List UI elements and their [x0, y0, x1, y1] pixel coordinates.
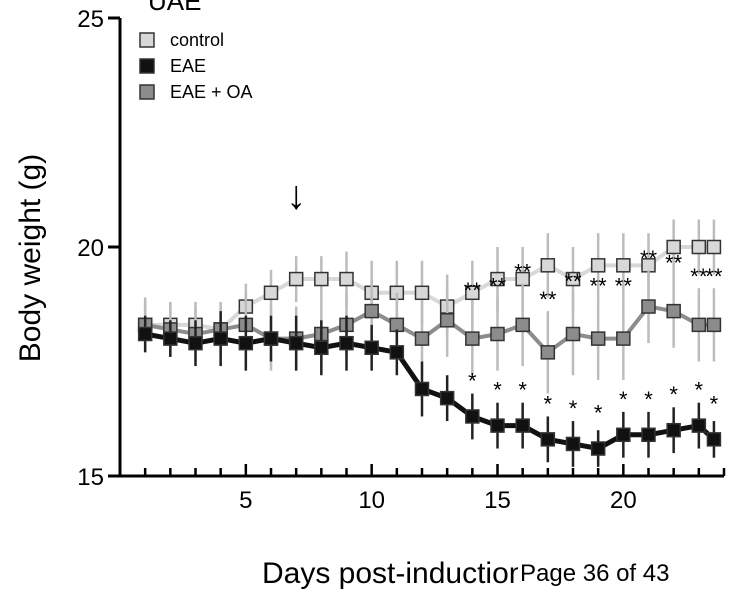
legend: control EAE EAE + OA	[140, 30, 253, 102]
legend-swatch	[140, 59, 154, 73]
data-point	[390, 318, 403, 331]
data-point	[617, 428, 630, 441]
significance-marker: **	[590, 273, 608, 298]
annotations: ↓	[286, 173, 306, 217]
data-point	[592, 332, 605, 345]
significance-marker: *	[710, 391, 719, 416]
data-point	[441, 392, 454, 405]
data-point	[466, 332, 479, 345]
data-point	[139, 328, 152, 341]
significance-marker: *	[695, 378, 704, 403]
data-point	[617, 259, 630, 272]
x-axis-label: Days post-induction	[262, 557, 525, 590]
significance-marker: *	[619, 387, 628, 412]
significance-marker: **	[539, 287, 557, 312]
legend-swatch	[140, 33, 154, 47]
data-point	[340, 337, 353, 350]
data-point	[692, 318, 705, 331]
data-point	[541, 346, 554, 359]
significance-marker: **	[705, 264, 723, 289]
data-point	[290, 337, 303, 350]
data-point	[707, 433, 720, 446]
page-footer: Page 36 of 43	[518, 560, 671, 588]
y-tick-label: 20	[77, 235, 104, 262]
y-tick-label: 15	[77, 464, 104, 491]
significance-marker: *	[669, 382, 678, 407]
data-point	[416, 382, 429, 395]
data-point	[340, 273, 353, 286]
legend-label: EAE	[170, 56, 206, 76]
data-point	[290, 273, 303, 286]
data-point	[164, 332, 177, 345]
data-point	[416, 332, 429, 345]
data-point	[692, 419, 705, 432]
data-point	[667, 305, 680, 318]
data-point	[466, 410, 479, 423]
data-point	[365, 305, 378, 318]
data-point	[491, 328, 504, 341]
data-point	[692, 241, 705, 254]
x-tick-label: 15	[484, 487, 511, 514]
data-point	[189, 337, 202, 350]
significance-marker: **	[665, 250, 683, 275]
data-point	[265, 286, 278, 299]
data-point	[617, 332, 630, 345]
data-point	[365, 341, 378, 354]
significance-marker: *	[569, 396, 578, 421]
data-point	[516, 419, 529, 432]
data-point	[642, 428, 655, 441]
chart-title-text: UAE	[148, 0, 201, 16]
significance-marker: **	[640, 246, 658, 271]
data-point	[265, 332, 278, 345]
significance-marker: **	[489, 273, 507, 298]
significance-marker: *	[544, 391, 553, 416]
data-point	[592, 442, 605, 455]
data-point	[315, 341, 328, 354]
significance-marker: **	[514, 260, 532, 285]
data-point	[642, 300, 655, 313]
significance-marker: *	[594, 401, 603, 426]
significance-marker: *	[493, 378, 502, 403]
x-tick-label: 5	[239, 487, 252, 514]
significance-marker: *	[518, 378, 527, 403]
data-point	[667, 424, 680, 437]
data-point	[315, 273, 328, 286]
legend-swatch	[140, 85, 154, 99]
x-tick-label: 10	[358, 487, 385, 514]
y-axis-label: Body weight (g)	[14, 154, 47, 362]
y-tick-label: 25	[77, 6, 104, 33]
arrow-annotation: ↓	[286, 173, 306, 217]
data-point	[567, 328, 580, 341]
significance-marker: *	[468, 368, 477, 393]
significance-marker: *	[644, 387, 653, 412]
significance-marker: **	[615, 273, 633, 298]
data-point	[567, 437, 580, 450]
data-point	[541, 433, 554, 446]
legend-label: control	[170, 30, 224, 50]
data-point	[441, 314, 454, 327]
significance-marker: **	[464, 278, 482, 303]
series-layer	[139, 220, 721, 467]
data-point	[239, 337, 252, 350]
x-tick-label: 20	[610, 487, 637, 514]
data-point	[491, 419, 504, 432]
data-point	[516, 318, 529, 331]
chart-title-fragment: UAE	[148, 0, 201, 16]
data-point	[214, 332, 227, 345]
significance-marker: **	[564, 269, 582, 294]
data-point	[390, 346, 403, 359]
data-point	[592, 259, 605, 272]
data-point	[541, 259, 554, 272]
legend-label: EAE + OA	[170, 82, 253, 102]
data-point	[416, 286, 429, 299]
data-point	[707, 241, 720, 254]
data-point	[707, 318, 720, 331]
